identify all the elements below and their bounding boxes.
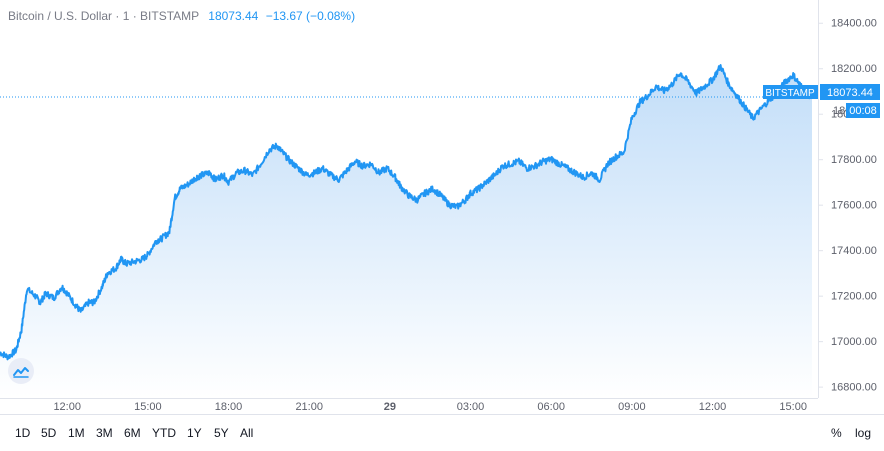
x-tick-label: 09:00 (618, 401, 646, 413)
price-badge: BITSTAMP 180 18073.44 00:08 (763, 84, 880, 118)
range-button-1y[interactable]: 1Y (187, 426, 202, 440)
range-button-ytd[interactable]: YTD (152, 426, 176, 440)
range-button-6m[interactable]: 6M (124, 426, 141, 440)
y-tick-label: 18400.00 (831, 18, 877, 30)
x-tick-label: 15:00 (134, 401, 162, 413)
x-tick-label: 06:00 (537, 401, 565, 413)
range-toolbar: 1D 5D 1M 3M 6M YTD 1Y 5Y All % log (0, 414, 884, 451)
chart-legend: Bitcoin / U.S. Dollar · 1 · BITSTAMP 180… (8, 9, 355, 23)
legend-price: 18073.44 (208, 9, 259, 23)
range-button-all[interactable]: All (240, 426, 254, 440)
range-button-3m[interactable]: 3M (96, 426, 113, 440)
log-scale-button[interactable]: log (855, 426, 872, 440)
chart-area[interactable]: 16800.00 17000.00 17200.00 17400.00 17600.00… (0, 0, 884, 414)
y-tick-label: 17200.00 (831, 291, 877, 303)
x-tick-label: 21:00 (295, 401, 323, 413)
range-button-1d[interactable]: 1D (15, 426, 31, 440)
range-button-5y[interactable]: 5Y (214, 426, 229, 440)
countdown-badge-text: 00:08 (849, 105, 877, 117)
price-axis[interactable]: 16800.00 17000.00 17200.00 17400.00 17600.00… (818, 18, 877, 394)
x-tick-label: 18:00 (215, 401, 243, 413)
last-price-badge-bg (820, 84, 880, 100)
range-button-5d[interactable]: 5D (41, 426, 57, 440)
x-tick-label: 15:00 (779, 401, 807, 413)
last-price-badge-text: 18073.44 (827, 87, 873, 99)
price-line (0, 64, 813, 361)
exchange-badge-bg (763, 85, 818, 99)
y-tick-label: 17400.00 (831, 245, 877, 257)
symbol-title: Bitcoin / U.S. Dollar · 1 · BITSTAMP (8, 9, 199, 23)
countdown-badge-bg (846, 103, 880, 118)
price-area-fill (0, 65, 812, 398)
x-tick-label: 12:00 (699, 401, 727, 413)
y-tick-label: 17000.00 (831, 336, 877, 348)
price-chart[interactable]: 16800.00 17000.00 17200.00 17400.00 17600.00… (0, 0, 884, 414)
x-tick-label: 29 (384, 401, 396, 413)
y-tick-label: 18200.00 (831, 63, 877, 75)
y-tick-label: 16800.00 (831, 382, 877, 394)
legend-change: −13.67 (−0.08%) (265, 9, 356, 23)
y-tick-label: 17800.00 (831, 154, 877, 166)
range-button-1m[interactable]: 1M (68, 426, 85, 440)
x-tick-label: 12:00 (53, 401, 81, 413)
y-tick-label: 17600.00 (831, 200, 877, 212)
tradingview-logo-icon[interactable] (8, 358, 34, 384)
x-tick-label: 03:00 (457, 401, 485, 413)
percent-scale-button[interactable]: % (831, 426, 842, 440)
time-axis[interactable]: 12:00 15:00 18:00 21:00 29 03:00 06:00 09:00 12:… (53, 401, 806, 413)
exchange-badge-label: BITSTAMP (765, 88, 815, 99)
